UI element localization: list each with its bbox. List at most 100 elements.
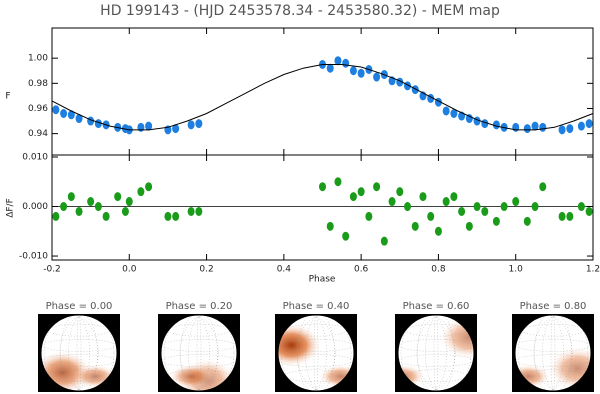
data-point — [67, 192, 75, 202]
chart-title: HD 199143 - (HJD 2453578.34 - 2453580.32… — [100, 3, 500, 19]
data-point — [388, 197, 396, 207]
data-point — [365, 211, 373, 221]
data-point — [523, 124, 531, 134]
data-point — [319, 182, 326, 192]
data-point — [87, 197, 95, 207]
data-point — [539, 122, 547, 132]
model-line — [51, 64, 594, 131]
x-tick-label: 1.2 — [586, 265, 600, 275]
y-axis-label: ΔF/F — [6, 198, 16, 218]
data-point — [481, 206, 489, 216]
data-point — [512, 197, 520, 207]
data-point — [334, 56, 342, 66]
map-grid — [43, 315, 99, 391]
data-point — [411, 221, 419, 231]
surface-map — [160, 314, 238, 392]
data-point — [450, 109, 458, 119]
data-point — [450, 192, 458, 202]
map-grid — [60, 315, 90, 391]
data-point — [75, 114, 83, 124]
data-point — [357, 187, 365, 197]
map-grid — [196, 315, 202, 391]
map-grid — [297, 315, 327, 391]
map-limb — [514, 314, 592, 392]
data-point — [121, 206, 129, 216]
data-point — [404, 202, 412, 212]
map-grid — [550, 315, 556, 391]
y-axis-label: F — [5, 92, 10, 102]
data-point — [187, 206, 195, 216]
map-grid — [305, 315, 335, 391]
data-point — [558, 125, 566, 135]
map-limb — [277, 314, 355, 392]
map-limb — [40, 314, 118, 392]
map-label: Phase = 0.20 — [166, 301, 233, 312]
data-point — [172, 211, 180, 221]
map-grid — [163, 315, 219, 391]
data-point — [326, 221, 334, 231]
map-grid — [188, 315, 218, 391]
map-limb — [397, 314, 475, 392]
map-grid — [416, 315, 472, 391]
data-point — [373, 182, 381, 192]
data-point — [52, 105, 60, 115]
data-point — [442, 197, 450, 207]
y-tick-label: 1.00 — [28, 54, 48, 64]
data-point — [349, 66, 357, 76]
map-grid — [280, 315, 336, 391]
data-point — [373, 72, 381, 82]
data-point — [60, 109, 68, 119]
map-grid — [296, 315, 352, 391]
map-grid — [534, 315, 564, 391]
data-point — [577, 121, 585, 131]
data-point — [427, 211, 435, 221]
map-grid — [180, 315, 210, 391]
y-tick-label: 0.000 — [22, 202, 48, 212]
data-point — [539, 182, 547, 192]
data-point — [512, 122, 520, 132]
data-point — [342, 58, 350, 68]
data-point — [145, 121, 153, 131]
x-tick-label: 0.8 — [431, 265, 446, 275]
x-tick-label: 0.6 — [354, 265, 369, 275]
map-grid — [76, 315, 82, 391]
data-point — [94, 202, 102, 212]
map-grid — [59, 315, 115, 391]
data-point — [396, 187, 404, 197]
map-spot — [278, 323, 322, 368]
data-point — [326, 63, 334, 73]
map-grid — [68, 315, 98, 391]
data-point — [334, 177, 342, 187]
y-tick-label: 0.94 — [28, 129, 48, 139]
data-point — [585, 119, 593, 129]
map-label: Phase = 0.80 — [520, 301, 587, 312]
data-point — [411, 85, 419, 95]
data-point — [419, 192, 427, 202]
map-grid — [313, 315, 319, 391]
y-tick-label: 0.96 — [28, 104, 48, 114]
data-point — [442, 106, 450, 116]
data-point — [187, 120, 195, 130]
data-point — [500, 202, 508, 212]
y-tick-label: -0.010 — [19, 252, 48, 262]
data-point — [164, 211, 172, 221]
map-grid — [533, 315, 589, 391]
data-point — [523, 216, 531, 226]
data-point — [566, 124, 574, 134]
data-point — [531, 202, 539, 212]
data-point — [473, 202, 481, 212]
data-point — [114, 192, 122, 202]
data-point — [137, 122, 145, 132]
data-point — [195, 206, 203, 216]
data-point — [52, 211, 60, 221]
data-point — [60, 202, 68, 212]
map-grid — [517, 315, 573, 391]
data-point — [585, 206, 593, 216]
x-tick-label: 0.0 — [122, 265, 137, 275]
data-point — [465, 221, 473, 231]
x-tick-label: 1.0 — [509, 265, 524, 275]
map-grid — [417, 315, 447, 391]
data-point — [577, 202, 585, 212]
data-point — [465, 114, 473, 124]
map-grid — [179, 315, 235, 391]
